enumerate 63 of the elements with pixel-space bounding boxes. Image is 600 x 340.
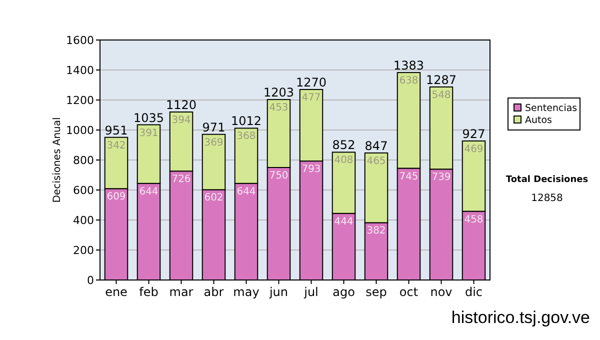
data-label: 408 [334,155,354,166]
y-tick-label: 1000 [66,124,94,137]
x-tick-label: abr [204,285,224,299]
x-tick-label: jun [268,285,288,299]
y-tick-label: 200 [73,244,94,257]
x-tick-label: dic [464,285,483,299]
y-axis-title: Decisiones Anual [52,117,63,203]
data-label: 548 [432,90,451,101]
x-tick-label: feb [139,285,158,299]
total-label: 847 [364,138,388,153]
data-label: 369 [204,137,224,148]
total-label: 1035 [133,110,164,125]
data-label: 638 [399,76,418,87]
data-label: 750 [269,170,288,182]
data-label: 469 [464,144,484,155]
x-tick-label: ago [332,285,355,299]
data-label: 644 [139,186,158,198]
total-label: 1383 [393,58,424,73]
y-tick-label: 1600 [66,34,94,47]
data-label: 602 [204,192,224,204]
data-label: 342 [106,140,126,152]
data-label: 477 [302,92,321,104]
data-label: 391 [139,128,158,139]
y-tick-label: 1200 [66,94,94,107]
data-label: 726 [172,174,191,186]
text: 12858 [531,193,563,204]
x-tick-label: mar [169,285,194,299]
y-tick-label: 400 [73,214,94,227]
text: historico.tsj.gov.ve [451,308,590,327]
data-label: 739 [432,172,451,184]
total-label: 1203 [263,86,294,100]
data-label: 465 [366,156,386,167]
x-tick-label: may [233,285,260,299]
text: Total Decisiones [506,175,588,185]
data-label: 609 [106,192,126,203]
y-tick-label: 0 [87,274,94,287]
total-label: 971 [202,120,226,134]
total-label: 852 [332,138,356,152]
y-tick-label: 600 [73,184,94,197]
x-tick-label: ene [105,285,128,299]
total-label: 1270 [296,76,327,90]
data-label: 394 [172,115,191,126]
data-label: 368 [236,131,256,142]
total-label: 1012 [230,114,262,128]
x-tick-label: sep [366,285,387,299]
x-tick-label: nov [430,285,452,299]
data-label: 644 [236,186,256,198]
data-label: 382 [366,226,386,237]
data-label: 453 [269,102,288,114]
y-tick-label: 800 [73,154,94,167]
data-label: 444 [334,216,354,228]
y-tick-label: 1400 [66,64,94,77]
total-label: 1120 [166,98,197,112]
total-label: 951 [104,123,128,138]
legend-label: Sentencias [525,103,578,114]
legend-label: Autos [525,115,552,126]
data-label: 745 [399,171,418,182]
data-label: 458 [464,214,484,226]
x-tick-label: oct [399,285,418,299]
total-label: 1287 [426,72,457,87]
x-tick-label: jul [303,285,318,299]
data-label: 793 [302,164,321,176]
total-label: 927 [462,126,486,141]
